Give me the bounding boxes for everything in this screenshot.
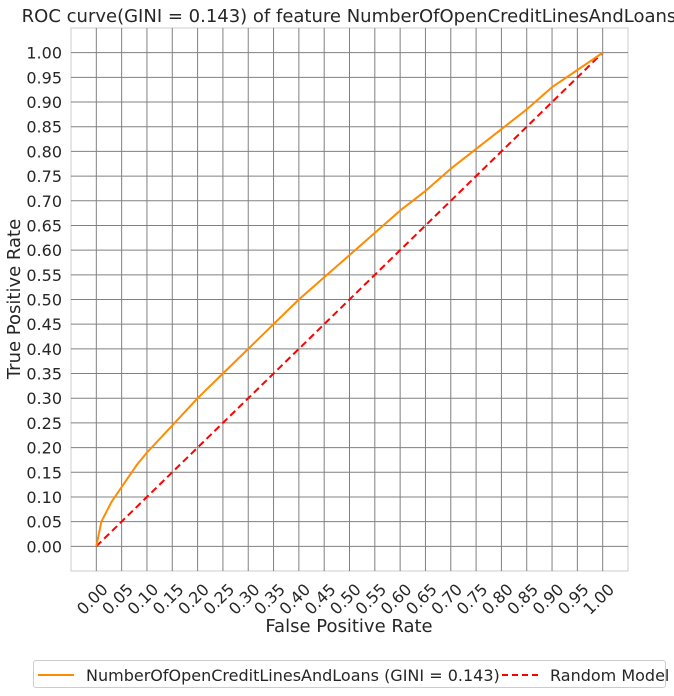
y-axis-label: True Positive Rate: [4, 219, 25, 380]
y-tick-label: 0.60: [26, 241, 62, 260]
y-tick-label: 0.55: [26, 266, 62, 285]
y-tick-label: 0.95: [26, 68, 62, 87]
y-tick-label: 0.50: [26, 291, 62, 310]
legend-swatch-random: [502, 674, 538, 676]
random-model-line: [95, 51, 604, 548]
y-tick-label: 0.00: [26, 537, 62, 556]
legend-item-feature: NumberOfOpenCreditLinesAndLoans (GINI = …: [38, 661, 500, 689]
chart-title: ROC curve(GINI = 0.143) of feature Numbe…: [22, 6, 674, 27]
series-lines: [95, 51, 604, 548]
y-tick-label: 0.75: [26, 167, 62, 186]
y-tick-label: 0.05: [26, 513, 62, 532]
legend-item-random: Random Model: [502, 661, 669, 689]
y-tick-label: 0.25: [26, 414, 62, 433]
y-tick-label: 0.30: [26, 389, 62, 408]
y-tick-label: 0.40: [26, 340, 62, 359]
y-tick-label: 0.70: [26, 192, 62, 211]
y-tick-label: 0.35: [26, 365, 62, 384]
y-tick-label: 0.10: [26, 488, 62, 507]
x-tick-label: 1.00: [579, 580, 618, 619]
legend-label-random: Random Model: [550, 665, 670, 685]
legend-swatch-feature: [38, 674, 74, 676]
y-tick-label: 0.65: [26, 216, 62, 235]
tick-labels: 0.00 0.05 0.10 0.15 0.20 0.25 0.30 0.35 0.40 0.45…: [26, 44, 618, 619]
y-tick-label: 1.00: [26, 44, 62, 63]
x-axis-label: False Positive Rate: [265, 616, 432, 637]
grid: [71, 28, 628, 571]
y-tick-label: 0.45: [26, 315, 62, 334]
y-tick-label: 0.15: [26, 463, 62, 482]
y-tick-label: 0.20: [26, 439, 62, 458]
y-tick-label: 0.85: [26, 118, 62, 137]
y-tick-label: 0.90: [26, 93, 62, 112]
y-tick-label: 0.80: [26, 142, 62, 161]
legend-label-feature: NumberOfOpenCreditLinesAndLoans (GINI = …: [86, 665, 500, 685]
legend: NumberOfOpenCreditLinesAndLoans (GINI = …: [33, 660, 669, 689]
feature-roc-line: [95, 51, 604, 547]
